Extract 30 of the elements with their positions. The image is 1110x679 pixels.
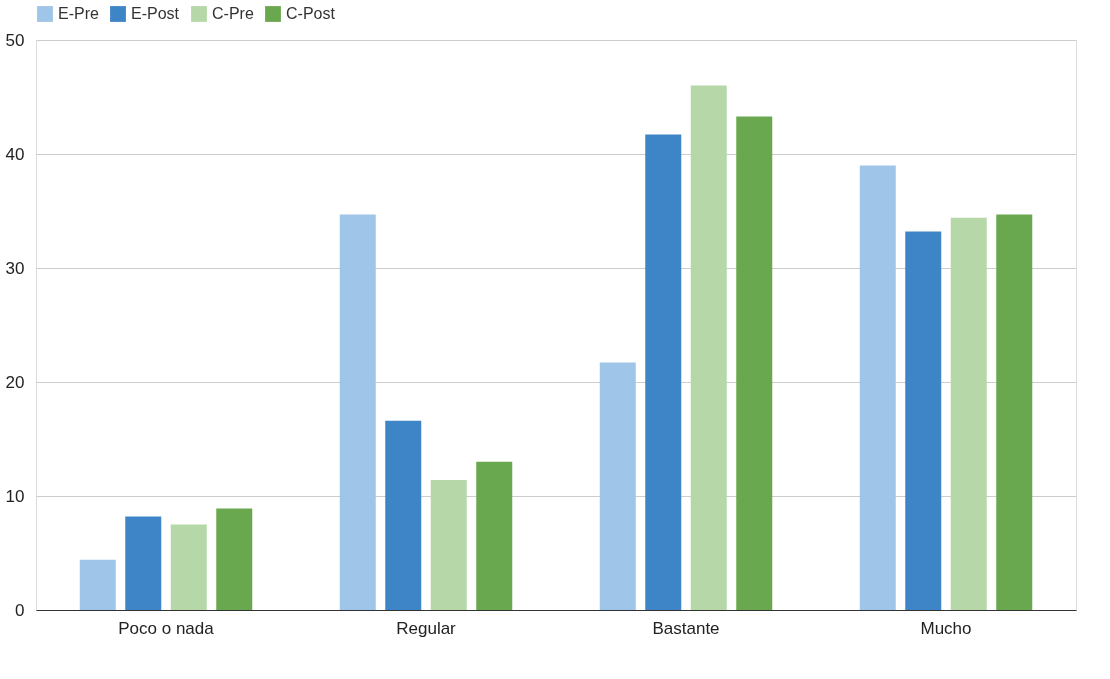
x-tick-label: Bastante [652, 618, 720, 638]
bar [645, 134, 682, 610]
bar [859, 165, 896, 610]
y-tick-label: 20 [5, 372, 25, 392]
bar [216, 508, 253, 610]
x-tick-label: Mucho [920, 618, 972, 638]
bar [385, 420, 422, 610]
legend-label: C-Pre [212, 5, 254, 22]
x-tick-label: Poco o nada [118, 618, 215, 638]
y-tick-label: 40 [5, 144, 25, 164]
bar [79, 559, 116, 610]
legend-label: E-Pre [58, 5, 99, 22]
y-tick-label: 10 [5, 486, 25, 506]
x-tick-label: Regular [396, 618, 457, 638]
bar [905, 231, 942, 610]
bar [996, 214, 1033, 610]
y-tick-label: 50 [5, 30, 25, 50]
bar [430, 480, 467, 610]
bar [599, 362, 636, 610]
y-tick-label: 30 [5, 258, 25, 278]
bar [690, 85, 727, 610]
bar [339, 214, 376, 610]
bar [476, 461, 513, 610]
legend-label: C-Post [286, 5, 336, 22]
bar [736, 116, 773, 610]
bar [950, 217, 987, 610]
bar [125, 516, 162, 610]
y-tick-label: 0 [15, 600, 25, 620]
bar [170, 524, 207, 610]
legend-label: E-Post [131, 5, 180, 22]
